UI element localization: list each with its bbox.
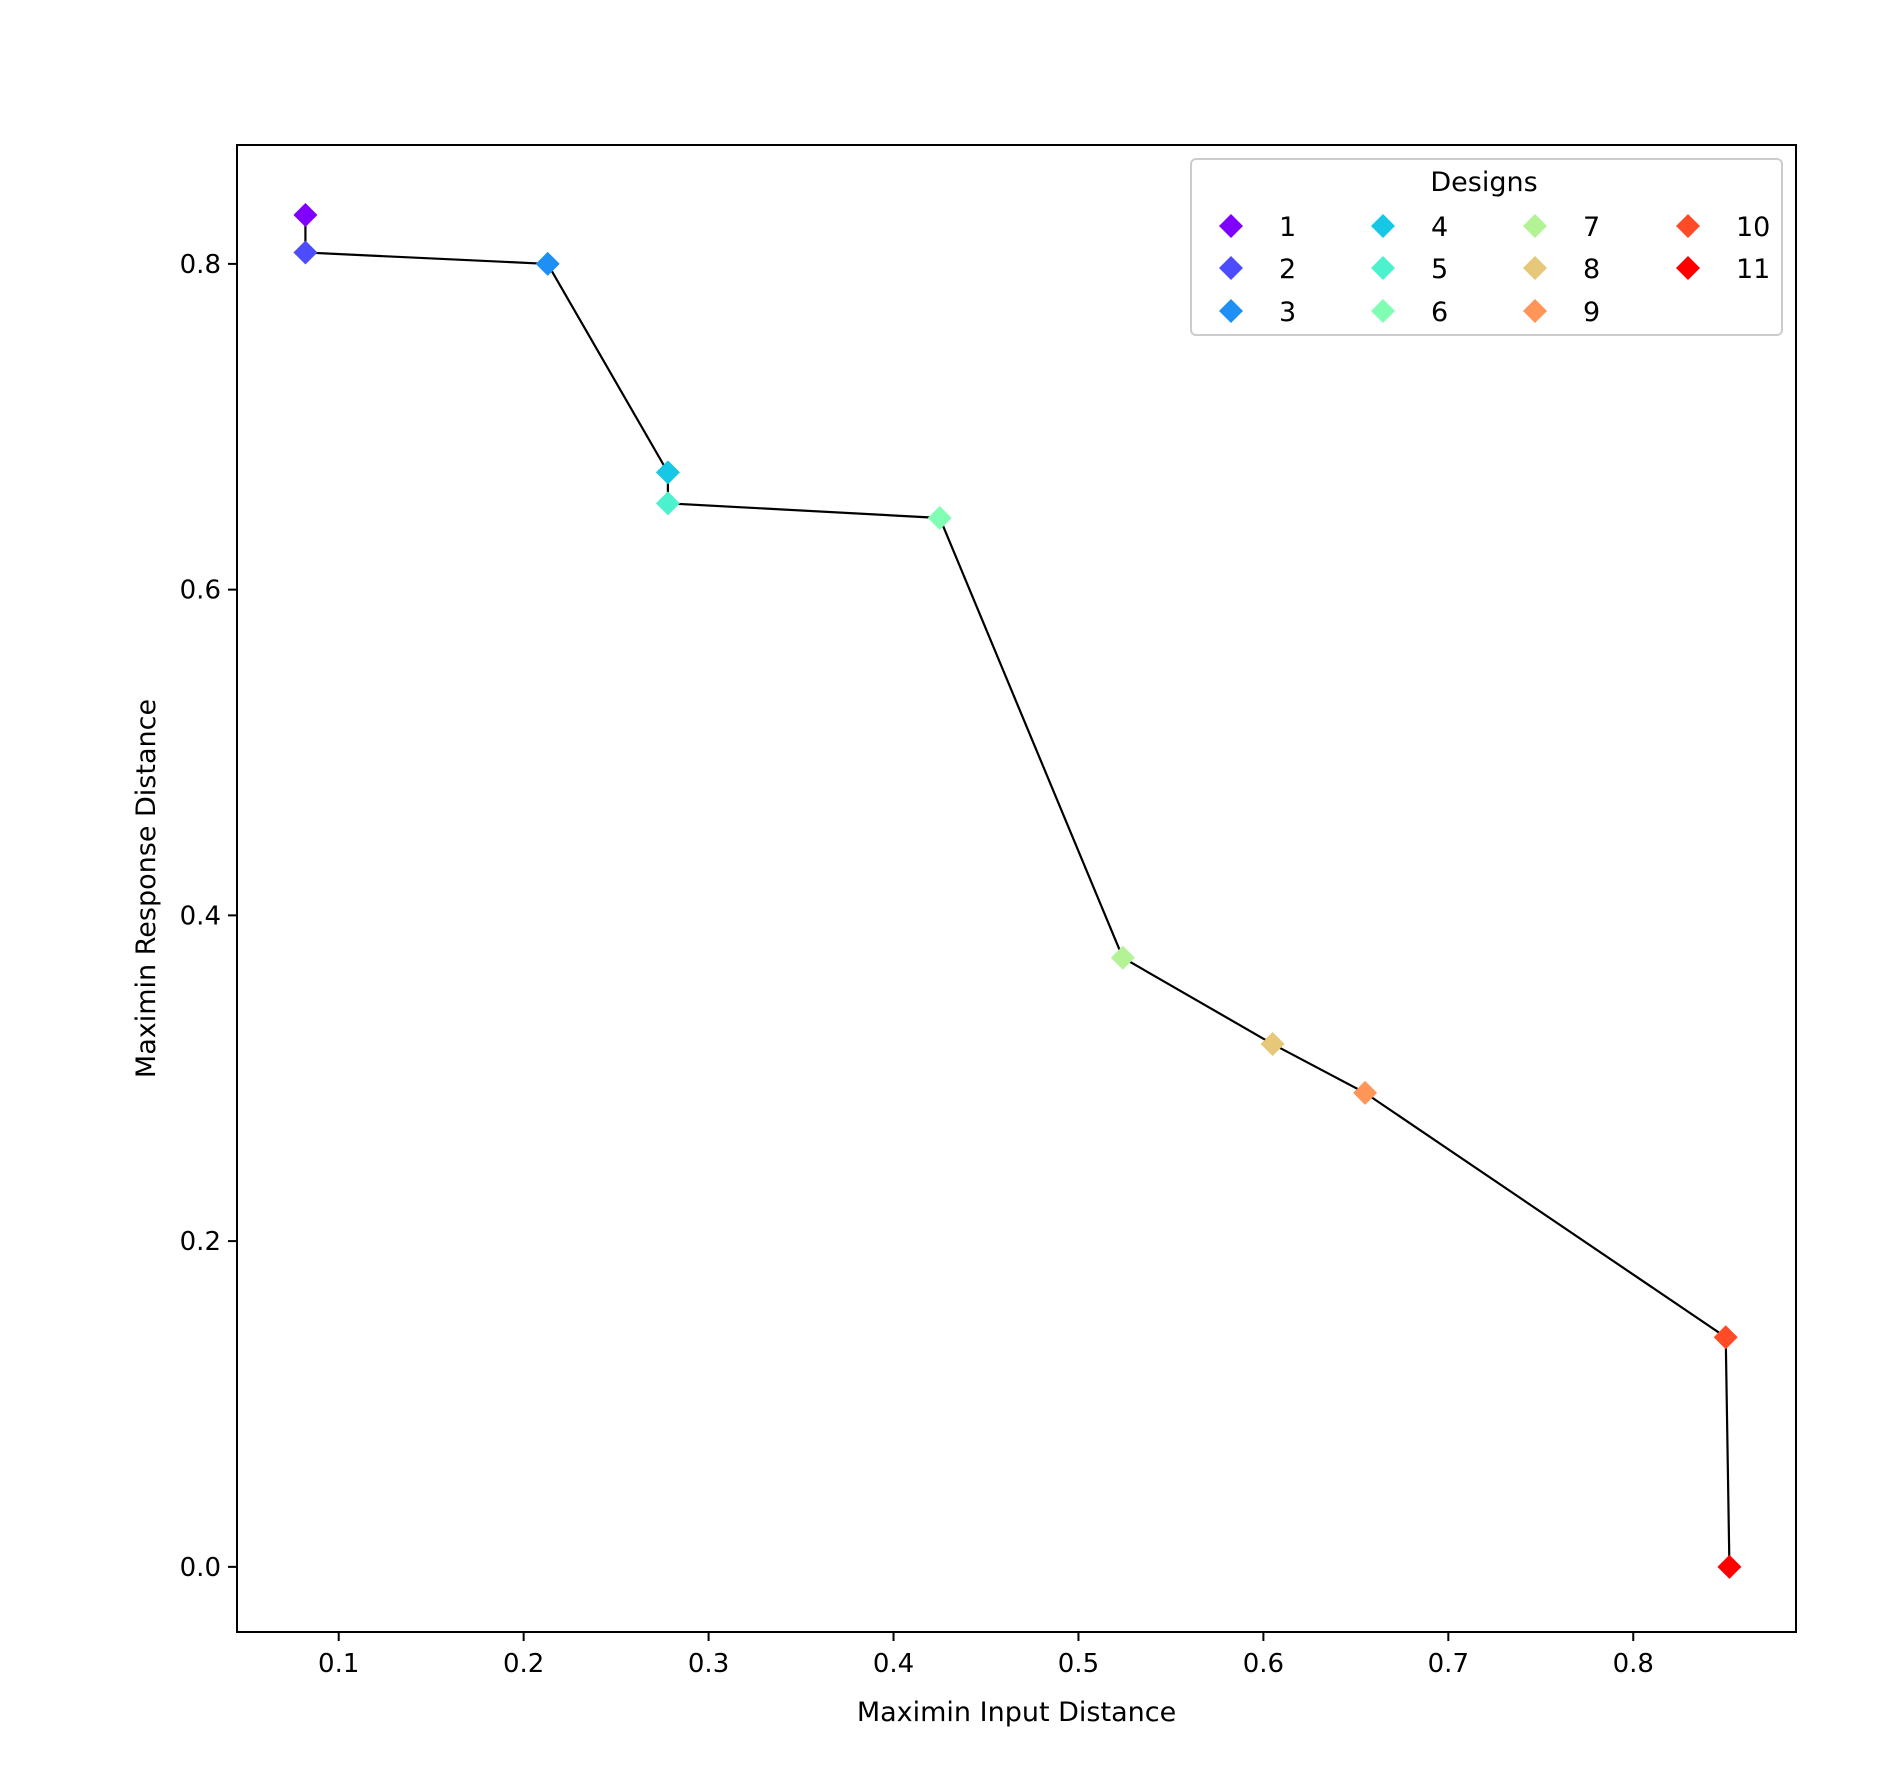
legend-title: Designs bbox=[1430, 167, 1537, 198]
x-tick-label: 0.7 bbox=[1428, 1649, 1469, 1679]
legend-label-11: 11 bbox=[1736, 254, 1770, 285]
design-point-1 bbox=[293, 203, 318, 228]
design-point-5 bbox=[655, 491, 680, 516]
plot-area bbox=[293, 203, 1742, 1579]
axis-ticks: 0.1 0.2 0.3 0.4 0.5 0.6 0.7 0.8 0.0 0.2 0.4 0.6 0.8 bbox=[180, 250, 1654, 1679]
x-tick-label: 0.2 bbox=[503, 1649, 544, 1679]
design-point-10 bbox=[1713, 1325, 1738, 1350]
y-axis-label: Maximin Response Distance bbox=[131, 699, 162, 1078]
y-tick-label: 0.0 bbox=[180, 1553, 221, 1583]
legend-marker-8 bbox=[1523, 256, 1547, 280]
x-tick-label: 0.4 bbox=[873, 1649, 914, 1679]
legend-label-3: 3 bbox=[1279, 297, 1296, 328]
y-tick-label: 0.4 bbox=[180, 901, 221, 931]
legend-marker-4 bbox=[1371, 214, 1395, 238]
y-tick-label: 0.8 bbox=[180, 250, 221, 280]
legend-marker-10 bbox=[1676, 214, 1700, 238]
legend-box bbox=[1190, 158, 1783, 336]
legend-label-2: 2 bbox=[1279, 254, 1296, 285]
design-point-8 bbox=[1260, 1032, 1285, 1057]
x-axis-label: Maximin Input Distance bbox=[857, 1697, 1176, 1728]
y-tick-label: 0.6 bbox=[180, 576, 221, 606]
design-point-4 bbox=[655, 460, 680, 485]
axes-frame bbox=[236, 144, 1797, 1633]
legend-label-8: 8 bbox=[1583, 254, 1600, 285]
legend-label-9: 9 bbox=[1583, 297, 1600, 328]
y-tick-label: 0.2 bbox=[180, 1227, 221, 1257]
legend-marker-1 bbox=[1219, 214, 1243, 238]
legend-label-7: 7 bbox=[1583, 212, 1600, 243]
legend-marker-2 bbox=[1219, 256, 1243, 280]
x-tick-label: 0.1 bbox=[318, 1649, 359, 1679]
legend-marker-6 bbox=[1371, 299, 1395, 323]
design-point-6 bbox=[927, 505, 952, 530]
legend-marker-11 bbox=[1676, 256, 1700, 280]
legend-marker-3 bbox=[1219, 299, 1243, 323]
legend: Designs 1 2 3 4 5 6 7 8 9 10 11 bbox=[1190, 158, 1783, 336]
design-point-3 bbox=[535, 251, 560, 276]
design-point-2 bbox=[293, 240, 318, 265]
x-tick-label: 0.8 bbox=[1613, 1649, 1654, 1679]
x-tick-label: 0.3 bbox=[688, 1649, 729, 1679]
legend-label-4: 4 bbox=[1431, 212, 1448, 243]
legend-label-5: 5 bbox=[1431, 254, 1448, 285]
legend-items: 1 2 3 4 5 6 7 8 9 10 11 bbox=[1219, 212, 1770, 328]
x-tick-label: 0.5 bbox=[1058, 1649, 1099, 1679]
x-tick-label: 0.6 bbox=[1243, 1649, 1284, 1679]
design-point-11 bbox=[1717, 1554, 1742, 1579]
legend-label-10: 10 bbox=[1736, 212, 1770, 243]
legend-marker-5 bbox=[1371, 256, 1395, 280]
design-point-7 bbox=[1110, 945, 1135, 970]
legend-marker-9 bbox=[1523, 299, 1547, 323]
legend-marker-7 bbox=[1523, 214, 1547, 238]
legend-label-1: 1 bbox=[1279, 212, 1296, 243]
legend-label-6: 6 bbox=[1431, 297, 1448, 328]
design-point-9 bbox=[1353, 1080, 1378, 1105]
